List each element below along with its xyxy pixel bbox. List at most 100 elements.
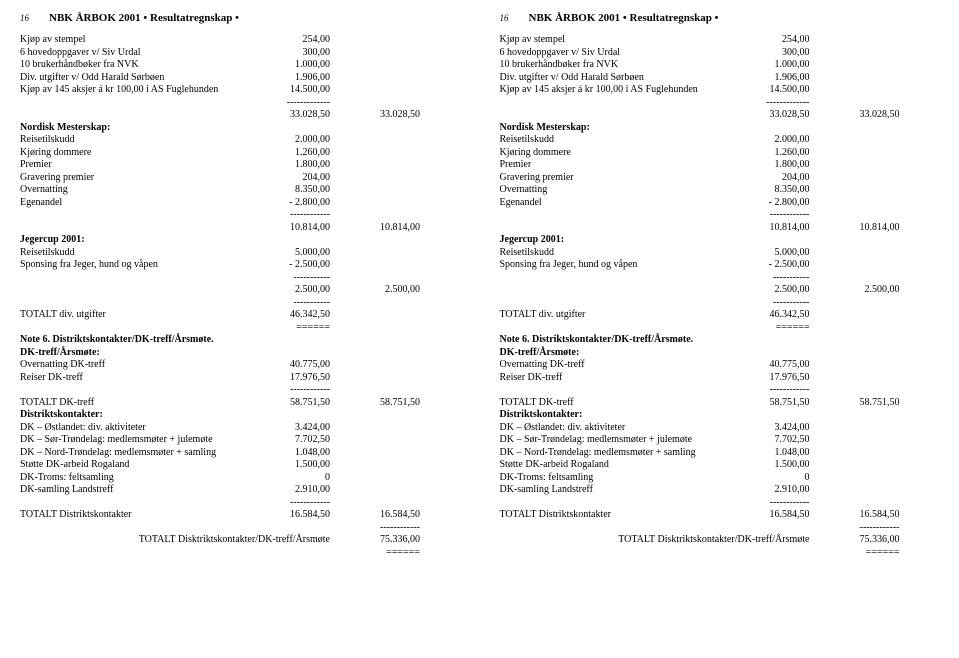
label: 6 hovedoppgaver v/ Siv Urdal [500,47,740,60]
value: 7.702,50 [260,434,330,447]
eq-separator: ====== [500,547,900,560]
item-premier: Premier1.800,00 [20,159,464,172]
label: Reisetilskudd [500,247,740,260]
label: DK – Nord-Trøndelag: medlemsmøter + saml… [20,447,260,460]
label: Reisetilskudd [20,134,260,147]
item-overnatting-dk: Overnatting DK-treff40.775,00 [20,359,464,372]
label: Div. utgifter v/ Odd Harald Sørbøen [500,72,740,85]
value: 1.800,00 [740,159,810,172]
label [20,284,260,297]
label: Nordisk Mesterskap: [500,122,590,135]
value2: 58.751,50 [330,397,420,410]
label: Overnatting [20,184,260,197]
value: 17.976,50 [740,372,810,385]
label: Distriktskontakter: [500,409,583,422]
value: 2.910,00 [260,484,330,497]
totalt-dist: TOTALT Distriktskontakter16.584,5016.584… [500,509,944,522]
eq-separator: ====== [20,322,330,335]
label: TOTALT div. utgifter [20,309,260,322]
label: Nordisk Mesterskap: [20,122,110,135]
label: Jegercup 2001: [500,234,565,247]
label: Støtte DK-arbeid Rogaland [20,459,260,472]
eq-separator: ====== [20,547,420,560]
item-landstreff: DK-samling Landstreff2.910,00 [20,484,464,497]
value: 10.814,00 [260,222,330,235]
label: Jegercup 2001: [20,234,85,247]
value: 1.500,00 [260,459,330,472]
label: Kjøp av 145 aksjer á kr 100,00 i AS Fugl… [20,84,260,97]
item-premier: Premier1.800,00 [500,159,944,172]
separator: ----------- [20,272,330,285]
value2: 16.584,50 [810,509,900,522]
separator: ----------- [500,297,810,310]
value: 46.342,50 [740,309,810,322]
page-number: 16 [500,13,509,23]
item-reisetilskudd1: Reisetilskudd2.000,00 [20,134,464,147]
value: 7.702,50 [740,434,810,447]
item-troms: DK-Troms: feltsamling0 [20,472,464,485]
value: 46.342,50 [260,309,330,322]
sum-2: 10.814,0010.814,00 [500,222,944,235]
label: TOTALT Distriktskontakter [500,509,740,522]
label: Sponsing fra Jeger, hund og våpen [20,259,260,272]
value: 2.910,00 [740,484,810,497]
item-sponsing: Sponsing fra Jeger, hund og våpen- 2.500… [20,259,464,272]
value: 16.584,50 [260,509,330,522]
label: 6 hovedoppgaver v/ Siv Urdal [20,47,260,60]
item-overnatting: Overnatting8.350,00 [500,184,944,197]
item-ostlandet: DK – Østlandet: div. aktiviteter3.424,00 [20,422,464,435]
label: DK-treff/Årsmøte: [20,347,100,360]
value: 254,00 [740,34,810,47]
eq-separator: ====== [500,322,810,335]
value2: 75.336,00 [810,534,900,547]
item-egenandel: Egenandel- 2.800,00 [500,197,944,210]
item-gravering: Gravering premier204,00 [20,172,464,185]
label: Reisetilskudd [500,134,740,147]
label [500,222,740,235]
label: Overnatting DK-treff [500,359,740,372]
label: Egenandel [500,197,740,210]
separator: ------------- [20,97,330,110]
item-brukerhandboker: 10 brukerhåndbøker fra NVK1.000,00 [500,59,944,72]
label: Kjøring dommere [500,147,740,160]
label: Gravering premier [500,172,740,185]
item-dommere: Kjøring dommere1.260,00 [500,147,944,160]
value: 14.500,00 [740,84,810,97]
label: Note 6. Distriktskontakter/DK-treff/Årsm… [20,334,214,347]
label: Egenandel [20,197,260,210]
item-ostlandet: DK – Østlandet: div. aktiviteter3.424,00 [500,422,944,435]
item-utgifter-div: Div. utgifter v/ Odd Harald Sørbøen1.906… [500,72,944,85]
label: DK – Nord-Trøndelag: medlemsmøter + saml… [500,447,740,460]
item-overnatting-dk: Overnatting DK-treff40.775,00 [500,359,944,372]
value: 204,00 [260,172,330,185]
value: 16.584,50 [740,509,810,522]
label: Kjøp av stempel [500,34,740,47]
value: 1.500,00 [740,459,810,472]
separator: ------------ [20,209,330,222]
label: Reisetilskudd [20,247,260,260]
value: 33.028,50 [260,109,330,122]
note6-head: Note 6. Distriktskontakter/DK-treff/Årsm… [20,334,464,347]
value: 5.000,00 [260,247,330,260]
value: 0 [740,472,810,485]
label: TOTALT DK-treff [500,397,740,410]
value: - 2.500,00 [260,259,330,272]
separator: ----------- [500,272,810,285]
sum-3: 2.500,002.500,00 [500,284,944,297]
value: 1.048,00 [740,447,810,460]
value: 300,00 [260,47,330,60]
value: 1.906,00 [260,72,330,85]
separator: ------------ [500,209,810,222]
value: 8.350,00 [260,184,330,197]
value2: 58.751,50 [810,397,900,410]
separator: ------------ [20,384,330,397]
item-gravering: Gravering premier204,00 [500,172,944,185]
page-header: 16 NBK ÅRBOK 2001 • Resultatregnskap • [500,12,944,24]
jegercup-head: Jegercup 2001: [20,234,464,247]
item-stempel: Kjøp av stempel254,00 [20,34,464,47]
page-title: NBK ÅRBOK 2001 • Resultatregnskap • [49,12,239,24]
value: 1.800,00 [260,159,330,172]
value: - 2.800,00 [740,197,810,210]
separator: ------------ [500,497,810,510]
label: DK-treff/Årsmøte: [500,347,580,360]
